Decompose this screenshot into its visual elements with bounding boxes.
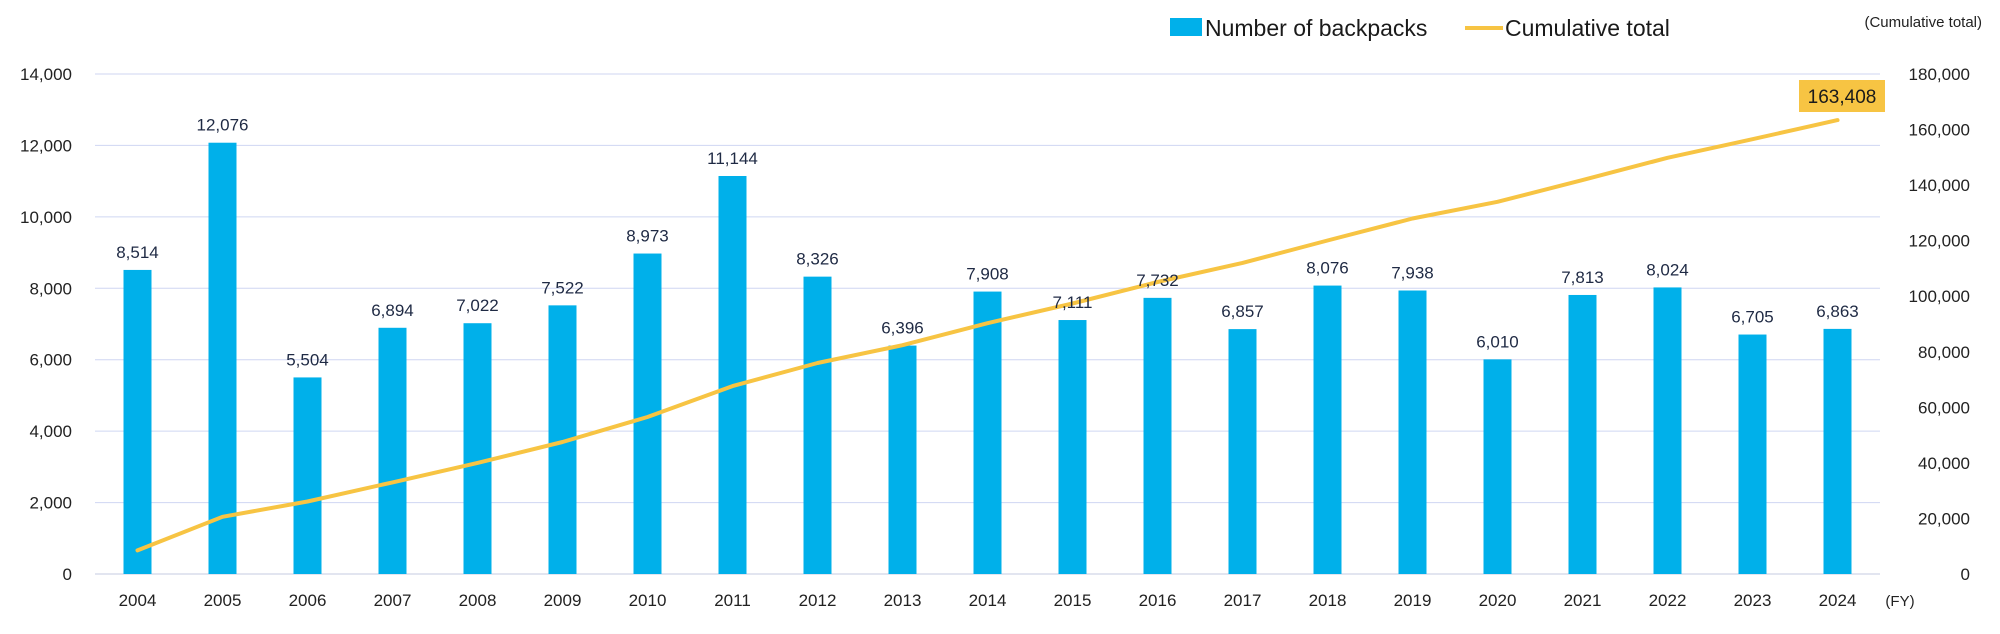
x-tick-label: 2015 — [1054, 591, 1092, 610]
x-tick-label: 2011 — [714, 591, 751, 610]
legend-label-bars: Number of backpacks — [1205, 15, 1427, 41]
bar-data-label: 8,514 — [116, 243, 159, 262]
bar-data-label: 8,024 — [1646, 260, 1689, 279]
bar-data-label: 7,908 — [966, 265, 1009, 284]
line-series-cumulative-total — [135, 118, 1840, 553]
bar — [1823, 328, 1852, 574]
bar — [1653, 287, 1682, 574]
bar — [718, 176, 747, 574]
final-value-label: 163,408 — [1808, 87, 1877, 108]
bar-data-label: 11,144 — [707, 149, 758, 168]
bar — [973, 291, 1002, 574]
left-y-axis-ticks: 0 2,000 4,000 6,000 8,000 10,000 12,000 14,000 — [20, 65, 72, 584]
bar — [378, 327, 407, 574]
x-tick-label: 2018 — [1309, 591, 1347, 610]
x-tick-label: 2009 — [544, 591, 582, 610]
left-y-tick-label: 6,000 — [29, 351, 72, 370]
x-tick-label: 2006 — [289, 591, 327, 610]
left-y-tick-label: 14,000 — [20, 65, 72, 84]
bar — [1568, 294, 1597, 574]
right-y-tick-label: 20,000 — [1918, 509, 1970, 528]
right-y-tick-label: 40,000 — [1918, 454, 1970, 473]
bar-data-label: 7,111 — [1052, 293, 1092, 312]
bar-data-label: 7,022 — [456, 296, 499, 315]
legend: Number of backpacks Cumulative total — [1170, 15, 1670, 41]
x-tick-label: 2013 — [884, 591, 922, 610]
x-tick-label: 2012 — [799, 591, 837, 610]
x-tick-label: 2016 — [1139, 591, 1177, 610]
x-axis-ticks: 2004 2005 2006 2007 2008 2009 2010 2011 2012 2013… — [119, 591, 1857, 610]
right-y-tick-label: 100,000 — [1909, 287, 1970, 306]
bar-data-labels: 8,514 12,076 5,504 6,894 7,022 7,522 8,973 11,1… — [116, 116, 1859, 370]
bar — [463, 323, 492, 574]
x-tick-label: 2024 — [1819, 591, 1857, 610]
x-tick-label: 2008 — [459, 591, 497, 610]
left-y-tick-label: 0 — [63, 565, 72, 584]
bar — [293, 377, 322, 574]
final-value-badge-bg — [1799, 80, 1885, 112]
x-tick-label: 2019 — [1394, 591, 1432, 610]
legend-label-line: Cumulative total — [1505, 15, 1670, 41]
bar — [1058, 320, 1087, 574]
right-y-tick-label: 140,000 — [1909, 176, 1970, 195]
bar-series-number-of-backpacks — [123, 142, 1852, 575]
x-tick-label: 2017 — [1224, 591, 1262, 610]
bar-data-label: 8,076 — [1306, 259, 1349, 278]
right-y-tick-label: 80,000 — [1918, 343, 1970, 362]
bar — [1313, 285, 1342, 574]
bar-data-label: 6,010 — [1476, 332, 1519, 351]
right-axis-label: (Cumulative total) — [1864, 14, 1982, 31]
bar-data-label: 6,863 — [1816, 302, 1859, 321]
bar-data-label: 7,938 — [1391, 264, 1434, 283]
bar — [1483, 359, 1512, 574]
left-y-tick-label: 12,000 — [20, 136, 72, 155]
x-tick-label: 2023 — [1734, 591, 1772, 610]
x-tick-label: 2005 — [204, 591, 242, 610]
bar-data-label: 6,857 — [1221, 302, 1264, 321]
bar — [1398, 290, 1427, 574]
x-tick-label: 2010 — [629, 591, 667, 610]
bar-data-label: 7,813 — [1561, 268, 1604, 287]
bar — [208, 142, 237, 574]
x-tick-label: 2014 — [969, 591, 1007, 610]
right-y-tick-label: 160,000 — [1909, 121, 1970, 140]
right-y-tick-label: 60,000 — [1918, 398, 1970, 417]
x-tick-label: 2004 — [119, 591, 157, 610]
bar — [1738, 334, 1767, 574]
right-y-tick-label: 180,000 — [1909, 65, 1970, 84]
x-tick-label: 2020 — [1479, 591, 1517, 610]
bar — [123, 269, 152, 574]
legend-swatch-bars — [1170, 18, 1202, 36]
x-axis-unit: (FY) — [1885, 593, 1914, 610]
x-tick-label: 2007 — [374, 591, 412, 610]
right-y-tick-label: 0 — [1961, 565, 1970, 584]
final-value-badge: 163,408 — [1799, 80, 1885, 112]
bar-data-label: 7,732 — [1136, 271, 1179, 290]
left-y-tick-label: 2,000 — [29, 494, 72, 513]
right-y-axis-ticks: 0 20,000 40,000 60,000 80,000 100,000 120,000 1… — [1909, 65, 1970, 584]
bar-data-label: 6,894 — [371, 301, 414, 320]
bar — [803, 276, 832, 574]
cumulative-line — [135, 118, 1840, 553]
bar-data-label: 8,326 — [796, 250, 839, 269]
bar-data-label: 5,504 — [286, 350, 329, 369]
left-y-tick-label: 4,000 — [29, 422, 72, 441]
left-y-tick-label: 10,000 — [20, 208, 72, 227]
bar-data-label: 7,522 — [541, 278, 584, 297]
bar-data-label: 6,396 — [881, 319, 924, 338]
x-tick-label: 2021 — [1564, 591, 1602, 610]
bar — [888, 345, 917, 574]
left-y-tick-label: 8,000 — [29, 279, 72, 298]
bar-data-label: 6,705 — [1731, 308, 1774, 327]
x-tick-label: 2022 — [1649, 591, 1687, 610]
right-y-tick-label: 120,000 — [1909, 232, 1970, 251]
bar-data-label: 8,973 — [626, 227, 669, 246]
bar-data-label: 12,076 — [197, 116, 249, 135]
bar — [1228, 329, 1257, 574]
bar — [1143, 297, 1172, 574]
